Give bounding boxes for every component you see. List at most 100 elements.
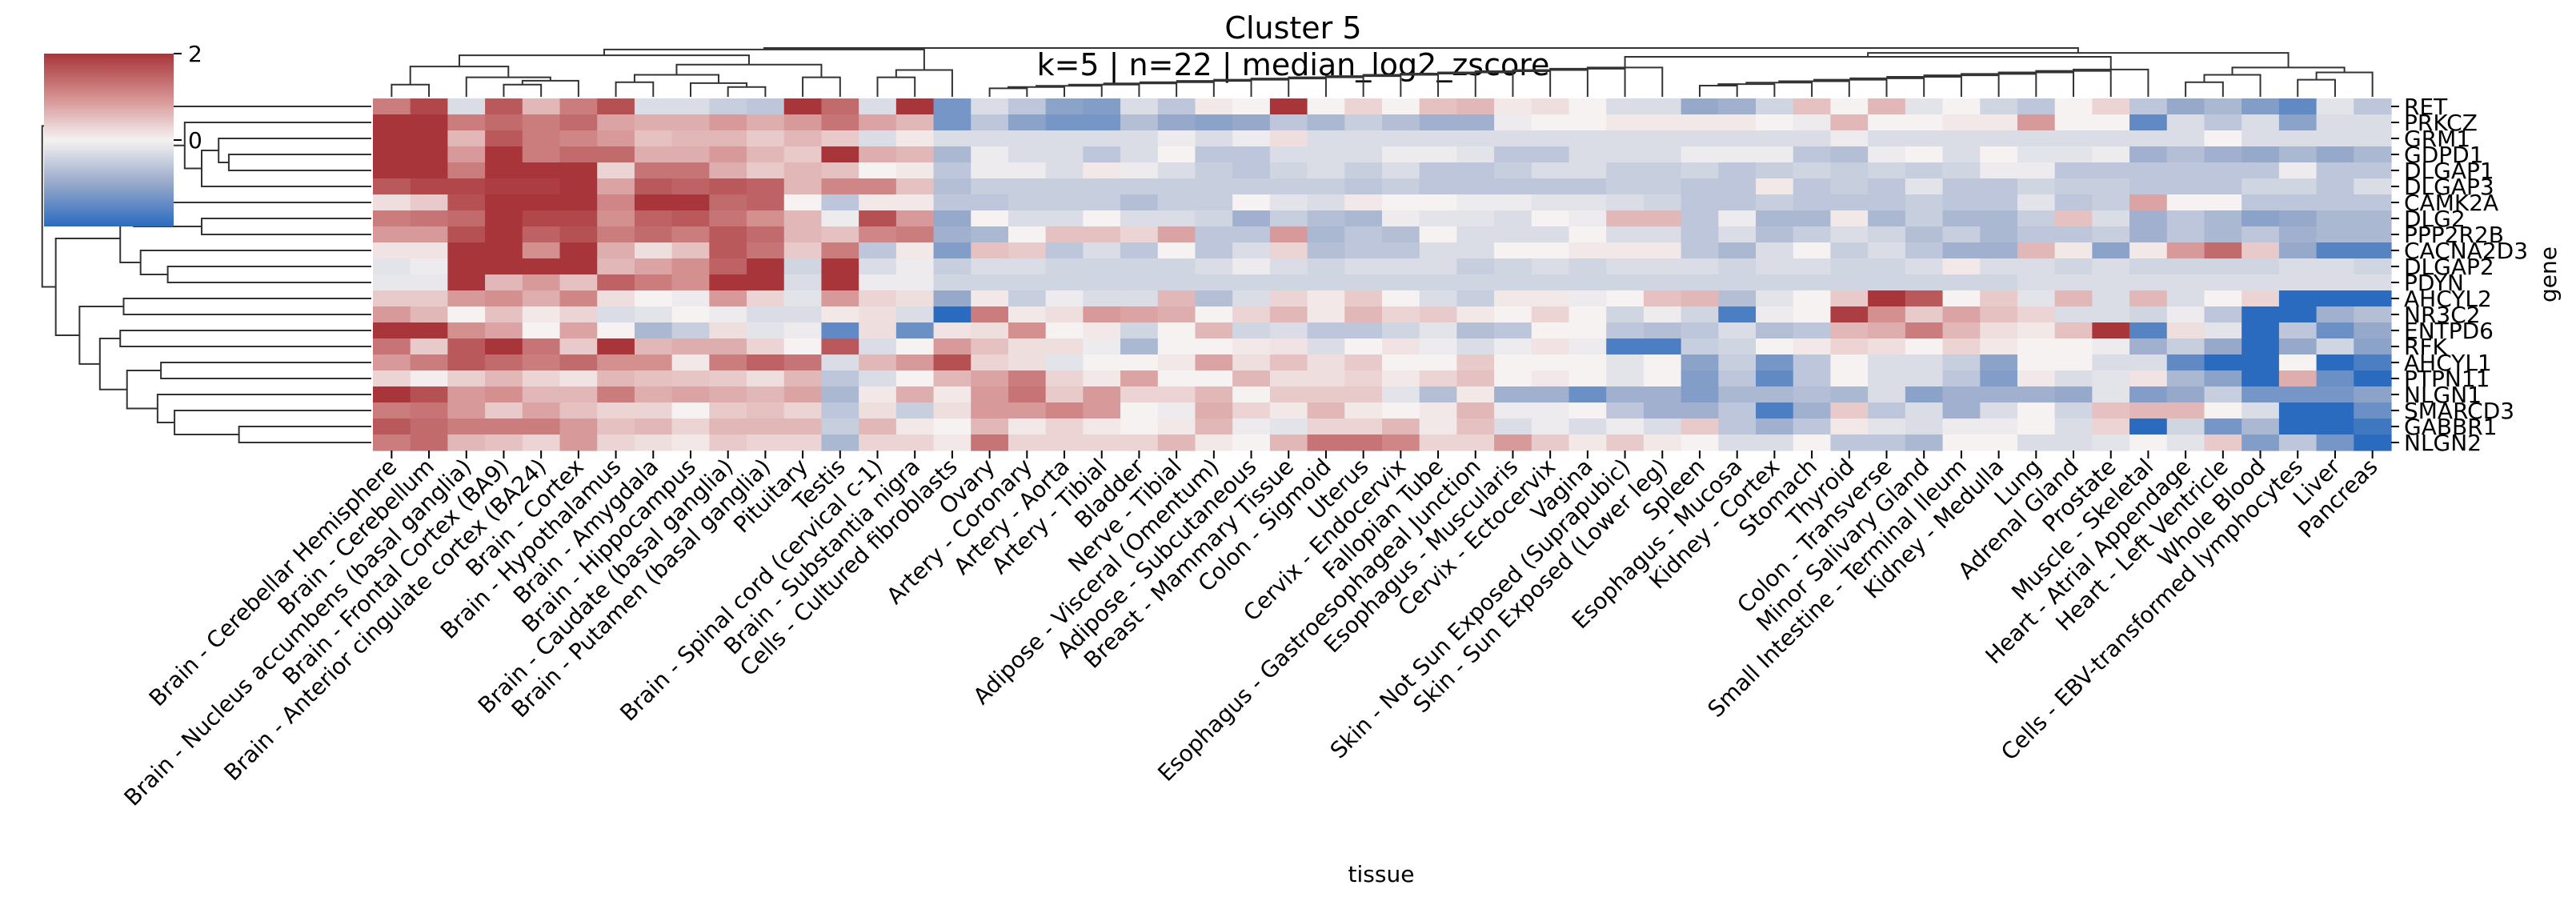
- heatmap-cell: [2129, 242, 2168, 259]
- heatmap-cell: [1269, 258, 1308, 275]
- heatmap-cell: [559, 290, 598, 307]
- heatmap-cell: [821, 386, 859, 403]
- heatmap-cell: [373, 338, 411, 355]
- heatmap-cell: [1793, 322, 1832, 339]
- heatmap-cell: [971, 402, 1009, 419]
- heatmap-cell: [933, 226, 972, 243]
- heatmap-cell: [1382, 338, 1420, 355]
- heatmap-cell: [1568, 338, 1607, 355]
- heatmap-cell: [1905, 162, 1944, 179]
- row-label: NLGN1: [2404, 382, 2482, 408]
- heatmap-cell: [1830, 98, 1869, 115]
- heatmap-cell: [1830, 306, 1869, 323]
- heatmap-cell: [1756, 98, 1794, 115]
- heatmap-cell: [1045, 98, 1084, 115]
- heatmap-cell: [2017, 242, 2056, 259]
- heatmap-cell: [1083, 226, 1121, 243]
- heatmap-cell: [597, 114, 635, 131]
- heatmap-cell: [933, 114, 972, 131]
- heatmap-cell: [373, 418, 411, 435]
- heatmap-cell: [747, 194, 785, 211]
- heatmap-cell: [1681, 226, 1719, 243]
- heatmap-cell: [1157, 242, 1196, 259]
- heatmap-cell: [895, 98, 935, 115]
- heatmap-cell: [1344, 226, 1383, 243]
- heatmap-cell: [1905, 178, 1944, 195]
- heatmap-cell: [747, 306, 785, 323]
- heatmap-cell: [2017, 290, 2056, 307]
- heatmap-cell: [1681, 242, 1719, 259]
- heatmap-cell: [1606, 418, 1645, 435]
- heatmap-cell: [1980, 402, 2018, 419]
- heatmap-cell: [1083, 114, 1121, 131]
- heatmap-cell: [2241, 178, 2280, 195]
- heatmap-cell: [1568, 434, 1607, 451]
- heatmap-cell: [1793, 274, 1832, 291]
- heatmap-cell: [1045, 306, 1084, 323]
- heatmap-cell: [447, 386, 486, 403]
- heatmap-cell: [2316, 370, 2354, 387]
- heatmap-cell: [1045, 370, 1084, 387]
- heatmap-cell: [933, 290, 972, 307]
- heatmap-cell: [2354, 242, 2392, 259]
- heatmap-cell: [1793, 98, 1832, 115]
- heatmap-cell: [821, 226, 859, 243]
- heatmap-cell: [2354, 418, 2392, 435]
- heatmap-cell: [2204, 98, 2242, 115]
- heatmap-cell: [1307, 162, 1345, 179]
- heatmap-cell: [1344, 418, 1383, 435]
- heatmap-cell: [1531, 178, 1570, 195]
- heatmap-cell: [895, 130, 935, 147]
- heatmap-cell: [821, 322, 859, 339]
- heatmap-cell: [559, 210, 598, 227]
- heatmap-cell: [1718, 402, 1757, 419]
- heatmap-cell: [783, 338, 823, 355]
- heatmap-cell: [1606, 210, 1645, 227]
- heatmap-cell: [1382, 242, 1420, 259]
- heatmap-cell: [1232, 402, 1271, 419]
- heatmap-cell: [1793, 162, 1832, 179]
- heatmap-cell: [1307, 434, 1345, 451]
- heatmap-cell: [2241, 258, 2280, 275]
- heatmap-cell: [373, 146, 411, 163]
- heatmap-cell: [2017, 194, 2056, 211]
- heatmap-cell: [1307, 306, 1345, 323]
- column-dendrogram: [391, 47, 2374, 97]
- heatmap-cell: [933, 162, 972, 179]
- heatmap-cell: [1307, 370, 1345, 387]
- heatmap-cell: [1756, 226, 1794, 243]
- heatmap-cell: [2129, 130, 2168, 147]
- heatmap-cell: [971, 322, 1009, 339]
- heatmap-cell: [1568, 402, 1607, 419]
- heatmap-cell: [1830, 258, 1869, 275]
- heatmap-cell: [895, 210, 935, 227]
- heatmap-cell: [2316, 210, 2354, 227]
- heatmap-cell: [597, 130, 635, 147]
- heatmap-cell: [1756, 162, 1794, 179]
- heatmap-cell: [671, 274, 710, 291]
- heatmap-cell: [373, 370, 411, 387]
- heatmap-cell: [1269, 434, 1308, 451]
- heatmap-cell: [895, 290, 935, 307]
- heatmap-cell: [2017, 322, 2056, 339]
- heatmap-cell: [2354, 130, 2392, 147]
- heatmap-cell: [1905, 114, 1944, 131]
- heatmap-cell: [1120, 434, 1159, 451]
- heatmap-cell: [1606, 98, 1645, 115]
- dendrogram-link: [988, 87, 1028, 97]
- heatmap-cell: [1718, 258, 1757, 275]
- heatmap-cell: [1643, 178, 1682, 195]
- heatmap-cell: [1008, 226, 1047, 243]
- heatmap-cell: [1456, 226, 1495, 243]
- heatmap-cell: [1083, 178, 1121, 195]
- heatmap-cell: [1456, 418, 1495, 435]
- heatmap-cell: [1232, 114, 1271, 131]
- heatmap-cell: [1232, 130, 1271, 147]
- heatmap-cell: [1531, 322, 1570, 339]
- heatmap-cell: [1793, 402, 1832, 419]
- heatmap-cell: [783, 418, 823, 435]
- dendrogram-link: [1813, 78, 1888, 97]
- heatmap-cell: [1382, 306, 1420, 323]
- heatmap-cell: [2278, 210, 2318, 227]
- heatmap-cell: [821, 418, 859, 435]
